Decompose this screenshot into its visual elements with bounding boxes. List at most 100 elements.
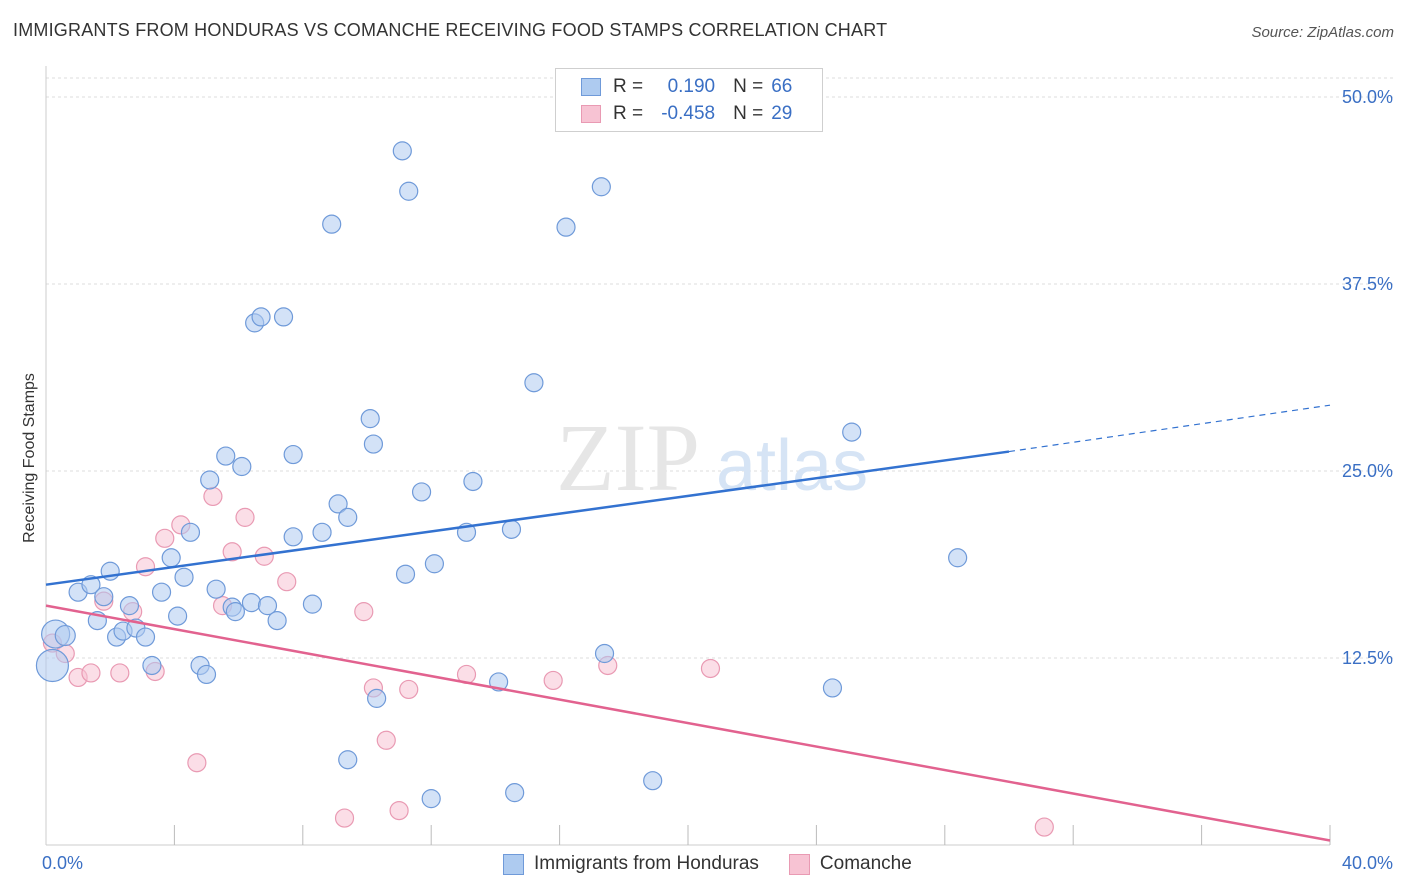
point-comanche xyxy=(81,663,101,683)
legend-item-comanche[interactable]: Comanche xyxy=(788,853,912,875)
legend-row-honduras: R = 0.190 N = 66 xyxy=(581,75,792,99)
point-comanche xyxy=(203,486,223,507)
legend-row-comanche: R = -0.458 N = 29 xyxy=(581,102,792,126)
watermark-atlas: atlas xyxy=(716,426,868,506)
correlation-legend: R = 0.190 N = 66 R = -0.458 N = 29 xyxy=(555,68,823,132)
point-comanche xyxy=(334,808,355,828)
point-honduras xyxy=(822,678,843,698)
legend-swatch-pink xyxy=(581,105,601,123)
point-comanche xyxy=(354,602,374,622)
tick-labels: 12.5% 25.0% 37.5% 50.0% 0.0% 40.0% xyxy=(42,87,1393,873)
legend-swatch-blue xyxy=(503,853,524,875)
point-honduras xyxy=(338,507,358,527)
point-comanche xyxy=(376,730,396,750)
grid-layer xyxy=(46,77,1393,659)
point-comanche xyxy=(187,753,207,773)
axis-layer xyxy=(45,66,1331,846)
legend-r-label: R = xyxy=(613,103,644,124)
point-honduras xyxy=(948,548,968,568)
point-honduras xyxy=(283,527,303,547)
y-tick-label: 25.0% xyxy=(1342,461,1393,481)
y-tick-label: 50.0% xyxy=(1342,87,1393,107)
legend-n-value: 29 xyxy=(771,103,793,124)
point-honduras xyxy=(591,177,611,197)
legend-n-label: N = xyxy=(733,103,764,124)
point-comanche xyxy=(389,800,409,821)
point-honduras xyxy=(180,522,201,542)
point-comanche xyxy=(155,528,175,548)
point-honduras xyxy=(196,664,217,685)
points-layer xyxy=(35,141,1054,837)
point-honduras xyxy=(395,564,416,584)
y-tick-label: 37.5% xyxy=(1342,274,1393,294)
legend-r-value: -0.458 xyxy=(661,103,716,124)
point-honduras xyxy=(168,606,188,626)
point-honduras xyxy=(328,494,348,514)
point-honduras xyxy=(363,434,384,454)
point-honduras xyxy=(312,522,332,542)
point-comanche xyxy=(700,658,721,679)
point-honduras xyxy=(119,596,140,616)
point-comanche xyxy=(110,663,130,683)
point-honduras xyxy=(594,643,615,664)
point-comanche xyxy=(399,679,419,700)
point-honduras xyxy=(283,444,303,465)
point-honduras xyxy=(411,482,432,502)
point-honduras xyxy=(643,771,663,791)
point-honduras xyxy=(842,422,862,442)
point-comanche xyxy=(543,670,563,691)
point-honduras xyxy=(142,655,162,676)
trendline-honduras xyxy=(45,450,1010,586)
legend-item-honduras[interactable]: Immigrants from Honduras xyxy=(503,853,759,875)
point-honduras xyxy=(302,594,323,614)
watermark: ZIP atlas xyxy=(556,404,868,511)
point-honduras xyxy=(257,596,278,616)
point-comanche xyxy=(222,542,242,562)
point-honduras xyxy=(463,471,483,492)
point-honduras xyxy=(367,688,387,708)
point-honduras xyxy=(232,456,252,477)
point-honduras xyxy=(35,648,70,683)
point-honduras xyxy=(338,750,358,770)
point-honduras xyxy=(399,181,419,201)
legend-swatch-blue xyxy=(581,78,601,96)
point-honduras xyxy=(200,470,220,490)
point-honduras xyxy=(556,217,576,237)
source-label: Source: ZipAtlas.com xyxy=(1251,24,1394,41)
point-honduras xyxy=(241,593,262,613)
point-honduras xyxy=(161,548,181,568)
point-honduras xyxy=(54,624,76,647)
point-honduras xyxy=(216,446,236,466)
point-honduras xyxy=(225,602,245,622)
watermark-zip: ZIP xyxy=(556,404,700,511)
legend-n-label: N = xyxy=(733,76,764,97)
legend-r-label: R = xyxy=(613,76,644,97)
legend-item-label: Immigrants from Honduras xyxy=(534,853,759,874)
point-honduras xyxy=(94,587,114,607)
point-honduras xyxy=(421,789,441,809)
legend-swatch-pink xyxy=(788,853,810,875)
x-tick-label: 40.0% xyxy=(1342,853,1393,873)
trendline-comanche xyxy=(45,604,1331,842)
point-comanche xyxy=(277,572,297,592)
point-honduras xyxy=(273,307,294,327)
chart-title: IMMIGRANTS FROM HONDURAS VS COMANCHE REC… xyxy=(13,20,888,40)
trend-layer xyxy=(45,404,1331,842)
point-honduras xyxy=(267,610,287,631)
x-tick-label: 0.0% xyxy=(42,853,83,873)
point-honduras xyxy=(505,783,525,803)
point-honduras xyxy=(524,373,544,393)
y-tick-label: 12.5% xyxy=(1342,648,1393,668)
trendline-honduras-extension xyxy=(1008,404,1331,453)
point-honduras xyxy=(174,567,194,587)
legend-r-value: 0.190 xyxy=(667,76,716,97)
legend-n-value: 66 xyxy=(771,76,793,97)
point-comanche xyxy=(1034,817,1054,837)
point-honduras xyxy=(424,554,445,574)
point-honduras xyxy=(392,141,412,161)
series-legend: Immigrants from Honduras Comanche xyxy=(503,853,942,875)
point-honduras xyxy=(360,409,380,429)
legend-item-label: Comanche xyxy=(819,853,912,874)
point-honduras xyxy=(135,627,156,647)
